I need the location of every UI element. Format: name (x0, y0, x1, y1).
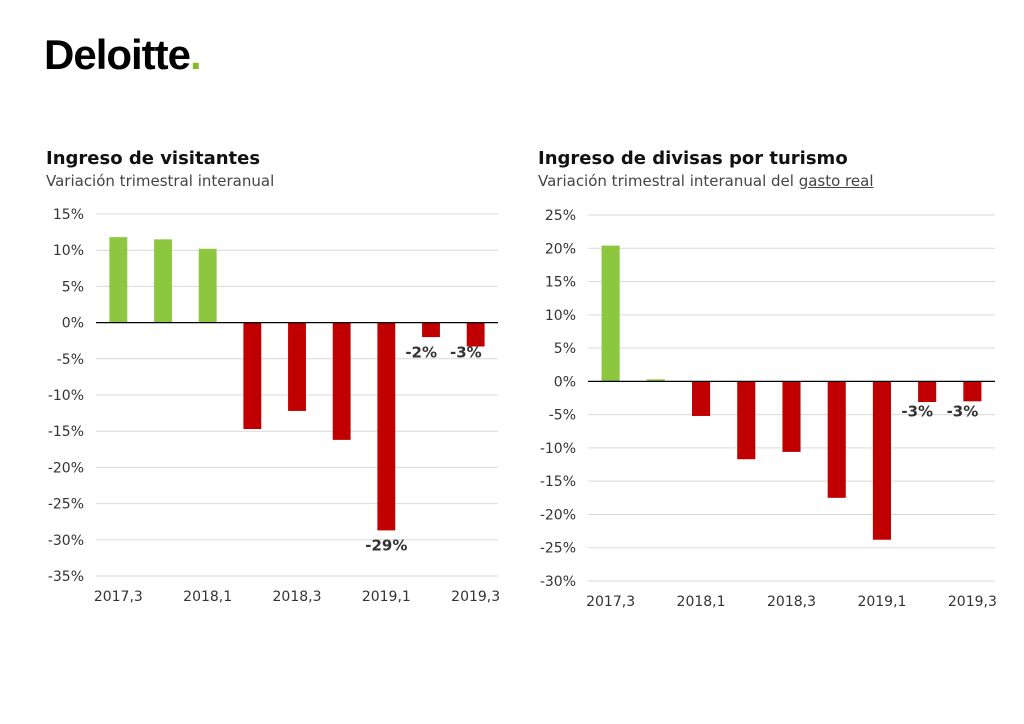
chart-2-bar (827, 381, 846, 498)
chart-2-bar (646, 379, 665, 382)
chart-2-x-tick-label: 2017,3 (586, 594, 635, 610)
chart-1-x-tick-label: 2017,3 (94, 589, 143, 605)
chart-2-data-label: -3% (947, 402, 979, 420)
chart-1-bar (332, 322, 351, 440)
chart-2-x-tick-label: 2019,1 (857, 594, 906, 610)
chart-1-y-tick-label: 10% (53, 243, 84, 259)
chart-1-bar (154, 239, 172, 323)
chart-1-y-tick-label: 5% (62, 279, 84, 295)
chart-2-y-tick-label: -15% (540, 474, 576, 490)
chart-1-y-tick-label: -20% (48, 460, 84, 476)
chart-2-subtitle-prefix: Variación trimestral interanual del (538, 172, 799, 190)
chart-2-y-tick-label: 25% (545, 208, 576, 224)
chart-1-x-tick-label: 2018,1 (183, 589, 232, 605)
chart-1-bar (422, 322, 440, 338)
chart-1-bar (377, 322, 396, 531)
chart-1-title: Ingreso de visitantes (46, 148, 261, 169)
chart-2-bar (737, 381, 756, 460)
chart-1-x-tick-label: 2019,3 (451, 589, 500, 605)
chart-2-bar (963, 381, 982, 402)
deloitte-logo: Deloitte. (44, 31, 202, 78)
chart-2-y-tick-label: -10% (540, 441, 576, 457)
chart-2-data-label: -3% (901, 402, 933, 420)
chart-1-y-tick-label: -10% (48, 388, 84, 404)
chart-1-y-tick-label: -5% (57, 352, 84, 368)
chart-2-y-tick-label: -20% (540, 507, 576, 523)
chart-2-x-tick-label: 2019,3 (948, 594, 997, 610)
chart-1-bar (243, 322, 262, 430)
chart-2-bar (782, 381, 801, 452)
chart-1-y-tick-label: -15% (48, 424, 84, 440)
chart-1-bar (288, 322, 306, 411)
chart-1-y-tick-label: -25% (48, 497, 84, 513)
chart-2-y-tick-label: 15% (545, 275, 576, 291)
chart-1-bar (109, 237, 128, 323)
chart-2-x-tick-label: 2018,1 (677, 594, 726, 610)
chart-1-y-tick-label: 15% (53, 207, 84, 223)
chart-1-x-tick-label: 2019,1 (362, 589, 411, 605)
chart-1-data-label: -2% (405, 344, 437, 362)
chart-2-y-tick-label: 20% (545, 241, 576, 257)
chart-2-x-tick-label: 2018,3 (767, 594, 816, 610)
chart-2-bar (918, 381, 937, 402)
chart-2-subtitle: Variación trimestral interanual del gast… (538, 172, 873, 190)
chart-2-y-tick-label: 10% (545, 308, 576, 324)
chart-2-subtitle-underlined: gasto real (798, 172, 874, 190)
logo-text: Deloitte (44, 31, 191, 78)
chart-2-y-tick-label: 5% (554, 341, 576, 357)
chart-1-bar (198, 248, 217, 323)
chart-1-x-tick-label: 2018,3 (273, 589, 322, 605)
chart-2-bar (601, 245, 620, 382)
chart-1-y-tick-label: -35% (48, 569, 84, 585)
chart-2-y-tick-label: -25% (540, 541, 576, 557)
chart-2-title: Ingreso de divisas por turismo (538, 148, 848, 169)
chart-2-bar (872, 381, 891, 540)
logo-dot: . (190, 31, 202, 78)
chart-1-y-tick-label: -30% (48, 533, 84, 549)
chart-1-bar (466, 322, 485, 347)
chart-2-y-tick-label: -30% (540, 574, 576, 590)
chart-1-y-tick-label: 0% (62, 316, 84, 332)
chart-1-subtitle: Variación trimestral interanual (46, 172, 275, 190)
chart-2-y-tick-label: 0% (554, 374, 576, 390)
chart-1-data-label: -3% (450, 344, 482, 362)
chart-2-y-tick-label: -5% (549, 408, 576, 424)
chart-2-bar (692, 381, 711, 416)
chart-1-data-label: -29% (365, 536, 407, 554)
